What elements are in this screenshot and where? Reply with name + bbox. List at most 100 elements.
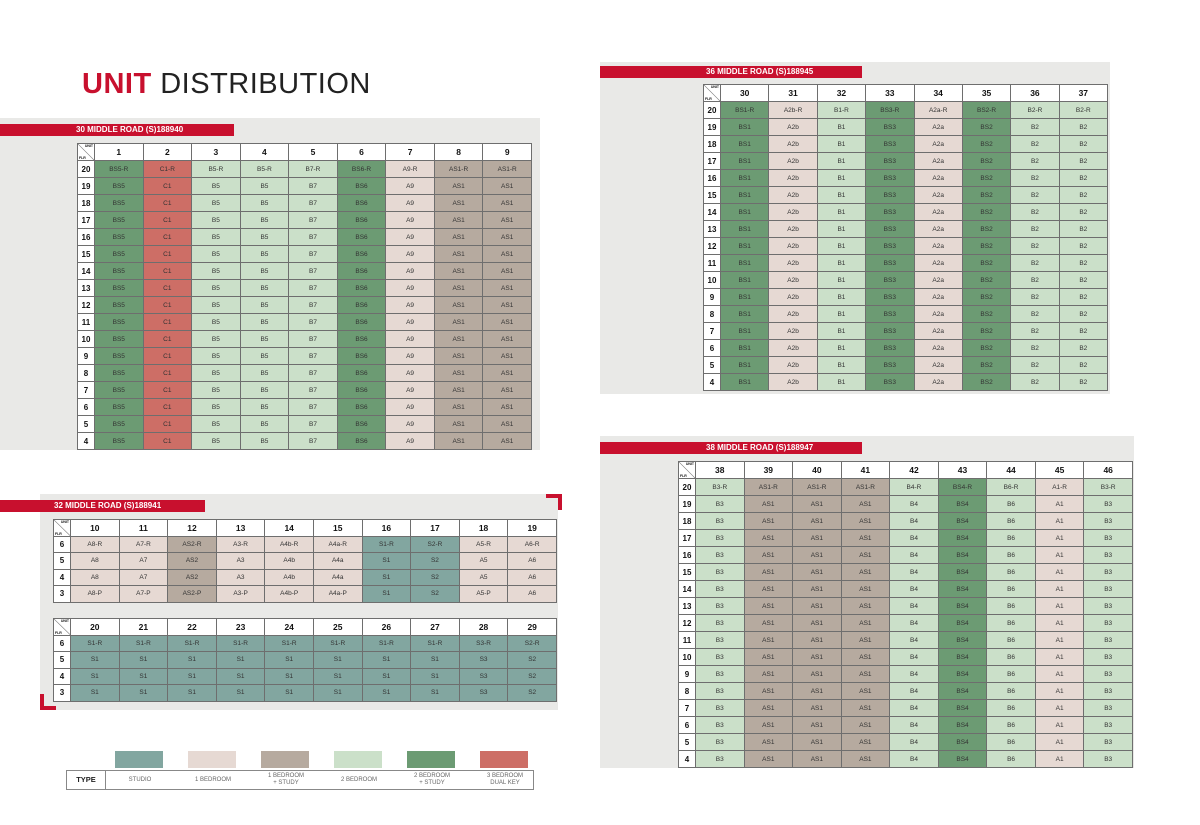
unit-type-cell: A4b-P [264, 585, 314, 603]
unit-type-cell: BS6 [336, 194, 387, 212]
unit-type-cell: AS1 [482, 313, 532, 331]
unit-type-cell: B1 [816, 339, 867, 357]
legend-swatch [334, 751, 382, 768]
unit-type-cell: B3 [1083, 733, 1133, 751]
unit-type-cell: BS1 [719, 339, 770, 357]
table-row: 6 BS5 C1 B5 B5 B7 BS6 A9 AS1 AS1 [77, 398, 532, 416]
unit-type-cell: A2b [768, 305, 818, 323]
unit-type-cell: A1 [1034, 614, 1085, 632]
unit-type-cell: B5 [191, 279, 241, 297]
unit-type-cell: B3 [1083, 580, 1133, 598]
unit-type-cell: AS1 [482, 177, 532, 195]
unit-type-cell: A3-R [215, 535, 266, 553]
unit-number-header: 1 [94, 143, 144, 161]
unit-type-cell: B4 [889, 665, 939, 683]
unit-type-cell: BS2 [961, 118, 1012, 136]
table-row: 4 BS1 A2b B1 BS3 A2a BS2 B2 B2 [703, 373, 1109, 391]
unit-type-cell: A2a-R [913, 101, 963, 119]
unit-type-cell: BS5 [94, 228, 144, 246]
unit-type-cell: A2a [913, 356, 963, 374]
unit-type-cell: B4 [889, 716, 939, 734]
unit-type-cell: BS4 [937, 563, 988, 581]
unit-type-cell: B4 [889, 597, 939, 615]
unit-type-cell: B2 [1058, 339, 1109, 357]
legend-swatch [480, 751, 528, 768]
unit-number-header: 29 [507, 618, 557, 636]
unit-type-cell: BS1 [719, 169, 770, 187]
unit-type-cell: BS6 [336, 245, 387, 263]
unit-type-cell: A9 [385, 330, 435, 348]
unit-type-cell: B1 [816, 237, 867, 255]
unit-type-cell: A4b [264, 552, 314, 570]
unit-number-header: 9 [482, 143, 532, 161]
unit-type-cell: B5 [239, 228, 290, 246]
unit-type-cell: B5 [239, 313, 290, 331]
corner-unit-label: UNIT [710, 85, 719, 90]
unit-type-cell: BS6-R [336, 160, 387, 178]
unit-type-cell: AS1 [792, 699, 842, 717]
unit-type-cell: BS6 [336, 211, 387, 229]
table-row: 13 BS1 A2b B1 BS3 A2a BS2 B2 B2 [703, 220, 1109, 238]
table-row: 10 BS5 C1 B5 B5 B7 BS6 A9 AS1 AS1 [77, 330, 532, 348]
unit-type-cell: AS1 [482, 211, 532, 229]
unit-type-cell: AS1 [840, 563, 891, 581]
unit-type-cell: B7 [288, 194, 338, 212]
unit-type-cell: B2-R [1058, 101, 1109, 119]
unit-type-cell: AS1 [792, 631, 842, 649]
unit-type-cell: BS4 [937, 614, 988, 632]
floor-number: 4 [77, 432, 95, 450]
table-row: 19 B3 AS1 AS1 AS1 B4 BS4 B6 A1 B3 [678, 495, 1133, 513]
unit-type-cell: BS4 [937, 733, 988, 751]
unit-type-cell: AS1 [743, 597, 794, 615]
floor-number: 17 [703, 152, 721, 170]
unit-type-cell: B6 [986, 597, 1036, 615]
unit-type-cell: B5 [191, 432, 241, 450]
unit-type-cell: B6 [986, 512, 1036, 530]
unit-type-cell: A3 [215, 552, 266, 570]
unit-type-cell: S1 [361, 651, 412, 669]
unit-type-cell: AS1 [482, 364, 532, 382]
unit-type-cell: B7 [288, 296, 338, 314]
unit-type-cell: AS1 [792, 682, 842, 700]
unit-type-cell: B6 [986, 665, 1036, 683]
unit-type-cell: BS6 [336, 262, 387, 280]
unit-type-cell: AS2 [167, 568, 217, 586]
unit-type-cell: BS6 [336, 432, 387, 450]
unit-number-header: 30 [719, 84, 770, 102]
unit-type-cell: B6 [986, 716, 1036, 734]
floor-number: 20 [77, 160, 95, 178]
unit-type-cell: A4a-P [312, 585, 363, 603]
unit-type-cell: BS3 [865, 135, 915, 153]
unit-type-cell: BS6 [336, 330, 387, 348]
unit-type-cell: S2 [410, 552, 460, 570]
unit-type-cell: A2b-R [768, 101, 818, 119]
unit-type-cell: BS4 [937, 682, 988, 700]
table-row: 8 BS5 C1 B5 B5 B7 BS6 A9 AS1 AS1 [77, 364, 532, 382]
unit-type-cell: BS1 [719, 305, 770, 323]
unit-type-cell: AS1 [840, 716, 891, 734]
table-row: 4 B3 AS1 AS1 AS1 B4 BS4 B6 A1 B3 [678, 750, 1133, 768]
table-row: 14 BS5 C1 B5 B5 B7 BS6 A9 AS1 AS1 [77, 262, 532, 280]
unit-type-cell: A4b-R [264, 535, 314, 553]
unit-type-cell: S1-R [361, 634, 412, 652]
unit-type-cell: AS1 [433, 262, 484, 280]
unit-type-cell: BS6 [336, 279, 387, 297]
unit-type-cell: B3 [695, 665, 745, 683]
unit-type-cell: AS1 [792, 597, 842, 615]
unit-type-cell: B6 [986, 682, 1036, 700]
type-legend: TYPE STUDIO 1 BEDROOM 1 BEDROOM + STUDY 2 B… [66, 750, 534, 790]
unit-type-cell: BS4-R [937, 478, 988, 496]
unit-type-cell: A2b [768, 254, 818, 272]
unit-type-cell: AS1 [743, 546, 794, 564]
unit-type-cell: B5 [191, 330, 241, 348]
unit-type-cell: B1 [816, 288, 867, 306]
table-row: 9 B3 AS1 AS1 AS1 B4 BS4 B6 A1 B3 [678, 665, 1133, 683]
table-row: 18 B3 AS1 AS1 AS1 B4 BS4 B6 A1 B3 [678, 512, 1133, 530]
unit-type-cell: BS6 [336, 347, 387, 365]
unit-type-cell: B2 [1058, 237, 1109, 255]
unit-type-cell: B1 [816, 135, 867, 153]
unit-type-cell: A9 [385, 262, 435, 280]
unit-type-cell: AS1 [743, 495, 794, 513]
floor-number: 5 [53, 552, 71, 570]
unit-type-cell: BS4 [937, 716, 988, 734]
